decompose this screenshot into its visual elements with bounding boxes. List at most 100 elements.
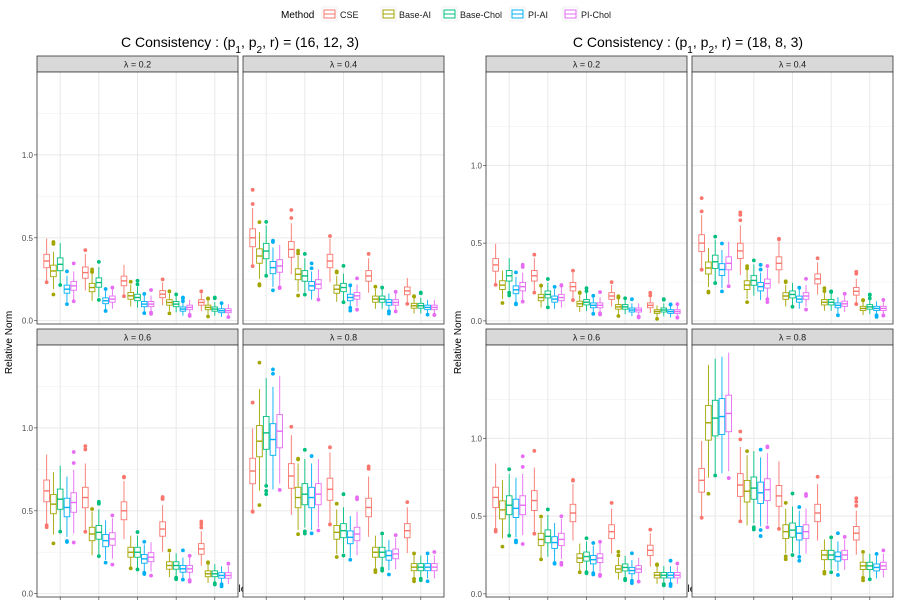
outlier — [387, 309, 391, 314]
outlier — [51, 241, 56, 246]
outlier — [264, 219, 269, 224]
outlier — [90, 507, 94, 511]
box — [653, 305, 661, 321]
series-base-ai — [50, 240, 212, 319]
box — [492, 243, 499, 287]
box — [365, 464, 372, 537]
outlier — [264, 492, 269, 497]
box — [718, 356, 726, 474]
outlier — [432, 550, 437, 554]
outlier — [142, 570, 147, 575]
outlier — [122, 294, 126, 299]
outlier — [765, 525, 770, 530]
outlier — [142, 539, 147, 544]
series-pi-chol — [725, 241, 887, 318]
outlier — [167, 548, 172, 553]
panel-border — [485, 71, 688, 325]
outlier — [648, 290, 653, 295]
box — [750, 258, 758, 296]
box — [333, 269, 341, 302]
box — [262, 219, 270, 278]
outlier — [815, 474, 820, 479]
outlier — [309, 266, 314, 271]
outlier — [577, 290, 582, 295]
box — [120, 264, 128, 299]
box — [249, 187, 256, 269]
outlier — [425, 551, 430, 556]
outlier — [706, 289, 711, 294]
box — [519, 454, 526, 546]
legend-item-base-chol: Base-Chol — [441, 6, 502, 22]
y-tick-label: 1.0 — [22, 424, 34, 433]
panel-border — [691, 344, 894, 598]
box — [711, 358, 719, 478]
outlier — [135, 282, 140, 287]
outlier — [751, 525, 756, 530]
box — [424, 551, 431, 584]
outlier — [264, 483, 269, 488]
outlier — [584, 536, 589, 541]
series-base-chol — [505, 258, 668, 317]
box — [186, 553, 193, 584]
outlier — [83, 248, 88, 253]
outlier — [328, 234, 332, 238]
box — [880, 548, 887, 578]
box — [172, 292, 180, 313]
box — [698, 440, 705, 520]
box — [172, 553, 180, 582]
box — [159, 277, 166, 306]
outlier — [783, 554, 788, 559]
outlier — [65, 539, 69, 543]
outlier — [623, 296, 628, 301]
series-pi-ai — [269, 367, 431, 584]
outlier — [387, 572, 391, 577]
outlier — [206, 296, 210, 301]
box — [764, 444, 771, 530]
box — [667, 302, 674, 318]
facet-2: λ = 0.4 — [242, 55, 445, 325]
box — [737, 429, 744, 524]
outlier — [334, 270, 339, 275]
outlier — [797, 558, 802, 563]
box — [404, 500, 411, 553]
outlier — [713, 281, 718, 285]
outlier — [675, 315, 680, 320]
outlier — [514, 538, 518, 543]
series-pi-ai — [718, 356, 880, 579]
legend: Method CSE Base-AI Base-Chol PI-AI PI-Chol — [281, 6, 611, 22]
outlier — [507, 467, 512, 472]
box — [353, 276, 361, 312]
box — [775, 461, 783, 531]
box — [276, 375, 283, 492]
box — [558, 514, 565, 567]
outlier — [418, 291, 423, 296]
box — [392, 533, 399, 570]
outlier — [777, 527, 781, 531]
outlier — [815, 256, 820, 261]
outlier — [842, 534, 847, 539]
outlier — [668, 558, 673, 563]
outlier — [83, 529, 88, 534]
outlier — [552, 561, 557, 565]
box — [795, 505, 803, 563]
box — [660, 297, 668, 317]
box — [596, 290, 604, 317]
outlier — [520, 265, 525, 269]
outlier — [348, 557, 353, 562]
box — [873, 301, 880, 319]
box — [43, 454, 50, 530]
box — [789, 282, 796, 309]
series-base-ai — [256, 360, 418, 584]
outlier — [584, 571, 589, 576]
box — [326, 234, 334, 283]
outlier — [128, 279, 133, 284]
series-pi-ai — [718, 241, 880, 319]
outlier — [135, 567, 140, 572]
outlier — [316, 528, 321, 533]
facet-label: λ = 0.8 — [779, 333, 806, 343]
box — [288, 208, 295, 275]
outlier — [790, 491, 795, 496]
x-axis-label: Sample Size — [212, 584, 269, 595]
outlier — [854, 503, 859, 508]
outlier — [65, 269, 69, 274]
